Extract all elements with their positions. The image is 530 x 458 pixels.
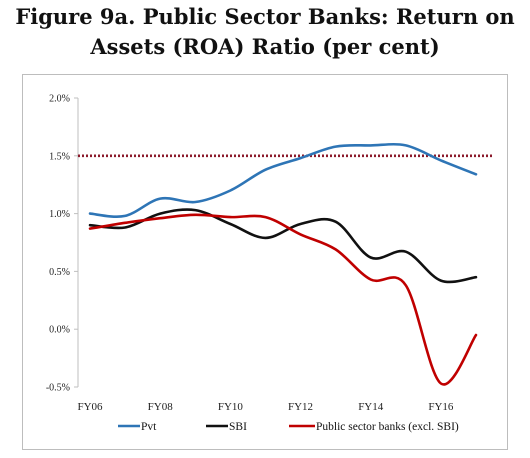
x-tick-label: FY06	[77, 401, 103, 413]
legend-label-sbi: SBI	[229, 421, 247, 433]
x-tick-label: FY08	[148, 401, 174, 413]
y-tick-label: 0.0%	[49, 325, 70, 336]
x-tick-label: FY12	[288, 401, 313, 413]
series-line-sbi	[88, 208, 478, 284]
x-tick-label: FY10	[218, 401, 244, 413]
chart-title-line-1: Figure 9a. Public Sector Banks: Return o…	[15, 4, 515, 29]
y-tick-label: -0.5%	[46, 383, 70, 394]
legend-label-pvt: Pvt	[141, 421, 157, 433]
x-tick-label: FY16	[428, 401, 454, 413]
x-tick-label: FY14	[358, 401, 384, 413]
y-tick-label: 0.5%	[49, 267, 70, 278]
chart-title: Figure 9a. Public Sector Banks: Return o…	[0, 2, 530, 62]
y-tick-label: 1.5%	[49, 151, 70, 162]
series-line-pvt	[88, 142, 478, 218]
series-line-public-sector-banks-excl-sbi	[88, 213, 478, 386]
chart-frame	[22, 74, 508, 450]
y-tick-label: 1.0%	[49, 209, 70, 220]
legend-label-public-sector-banks-excl-sbi: Public sector banks (excl. SBI)	[316, 421, 459, 433]
chart-title-line-2: Assets (ROA) Ratio (per cent)	[90, 34, 440, 59]
y-tick-label: 2.0%	[49, 94, 70, 105]
